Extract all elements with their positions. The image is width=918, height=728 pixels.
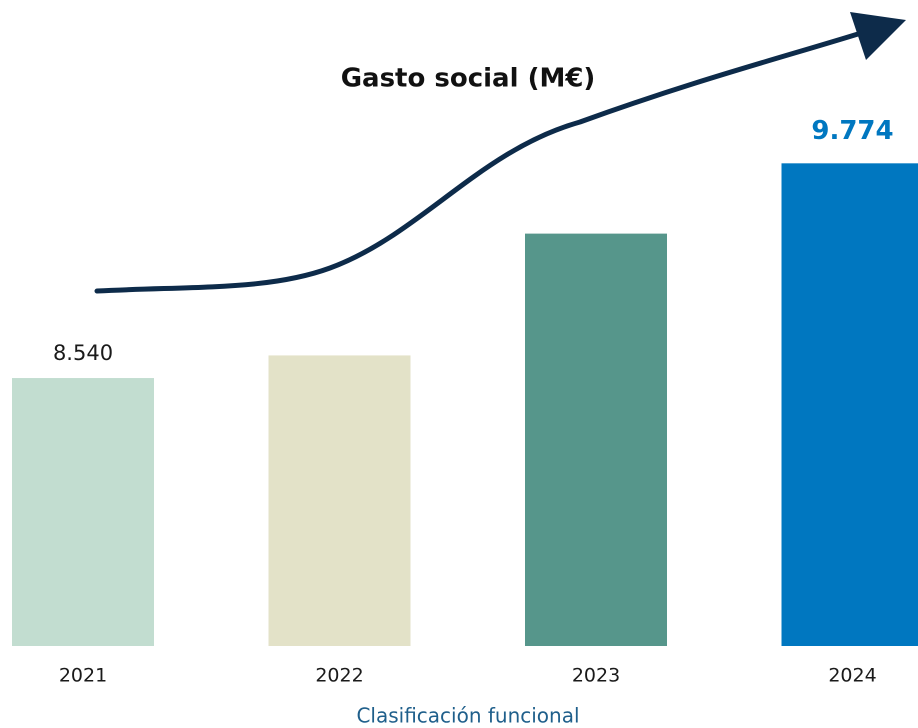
x-tick-label: 2024 <box>828 665 876 687</box>
highlight-value-label: 9.774 <box>811 116 893 146</box>
trend-arrow <box>94 31 861 294</box>
value-label: 8.540 <box>53 341 113 365</box>
x-axis-label: Clasificación funcional <box>356 704 579 728</box>
chart-title: Gasto social (M€) <box>341 64 596 94</box>
x-tick-label: 2022 <box>315 665 363 687</box>
arrow-head <box>850 12 906 60</box>
x-tick-label: 2023 <box>572 665 620 687</box>
bar <box>525 233 667 646</box>
bar <box>12 378 154 646</box>
bar <box>268 355 411 646</box>
bar <box>781 163 918 646</box>
x-tick-label: 2021 <box>59 665 107 687</box>
